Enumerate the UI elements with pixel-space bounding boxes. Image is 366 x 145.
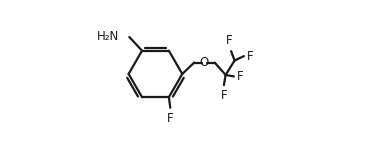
Text: F: F: [236, 70, 243, 83]
Text: F: F: [221, 89, 227, 102]
Text: O: O: [200, 56, 209, 69]
Text: F: F: [167, 112, 173, 125]
Text: F: F: [226, 34, 232, 47]
Text: H₂N: H₂N: [97, 30, 119, 43]
Text: F: F: [247, 50, 253, 63]
